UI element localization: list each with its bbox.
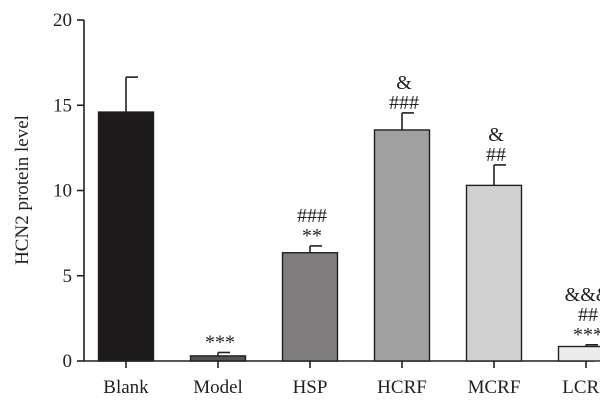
x-tick-label-blank: Blank bbox=[103, 377, 149, 398]
significance-label: & bbox=[488, 124, 504, 146]
bar-lcrf bbox=[557, 345, 600, 362]
significance-label: ### bbox=[297, 205, 327, 227]
significance-label: ## bbox=[486, 144, 506, 166]
y-tick-label: 20 bbox=[53, 10, 72, 31]
y-tick-label: 15 bbox=[53, 95, 72, 116]
significance-label: &&& bbox=[565, 284, 600, 306]
bar-model bbox=[189, 355, 247, 362]
x-tick-label-lcrf: LCRF bbox=[562, 377, 600, 398]
y-tick-label: 10 bbox=[53, 181, 72, 202]
significance-label: ### bbox=[389, 92, 419, 114]
x-tick-label-hsp: HSP bbox=[293, 377, 328, 398]
bar-hsp bbox=[281, 252, 339, 362]
significance-label: ## bbox=[578, 304, 598, 326]
x-tick-label-model: Model bbox=[193, 377, 243, 398]
bar-blank bbox=[97, 111, 155, 362]
significance-label: *** bbox=[205, 331, 235, 353]
y-axis-label: HCN2 protein level bbox=[12, 115, 33, 265]
x-tick-label-mcrf: MCRF bbox=[468, 377, 521, 398]
y-tick-label: 0 bbox=[63, 351, 73, 372]
significance-label: ** bbox=[302, 225, 322, 247]
significance-label: *** bbox=[573, 324, 600, 346]
y-tick-label: 5 bbox=[63, 266, 73, 287]
significance-label: & bbox=[396, 72, 412, 94]
bar-hcrf bbox=[373, 129, 431, 362]
bar-mcrf bbox=[465, 184, 523, 362]
x-tick-label-hcrf: HCRF bbox=[377, 377, 427, 398]
